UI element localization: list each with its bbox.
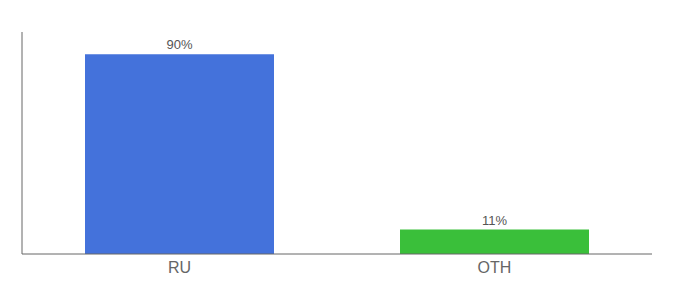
svg-text:90%: 90% bbox=[166, 37, 192, 52]
svg-text:11%: 11% bbox=[482, 213, 507, 228]
svg-text:RU: RU bbox=[168, 259, 191, 276]
svg-text:OTH: OTH bbox=[478, 259, 512, 276]
